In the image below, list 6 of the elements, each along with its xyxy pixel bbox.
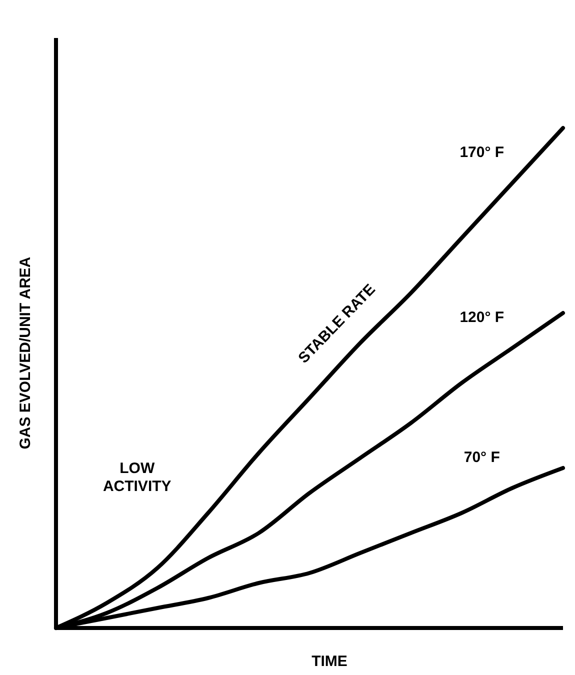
series-label: 120° F [460, 309, 504, 326]
series-label: 170° F [460, 144, 504, 161]
annotation: LOW ACTIVITY [102, 460, 172, 495]
y-axis-title: GAS EVOLVED/UNIT AREA [17, 256, 34, 450]
series-label: 70° F [464, 449, 500, 466]
x-axis-title: TIME [312, 653, 348, 670]
